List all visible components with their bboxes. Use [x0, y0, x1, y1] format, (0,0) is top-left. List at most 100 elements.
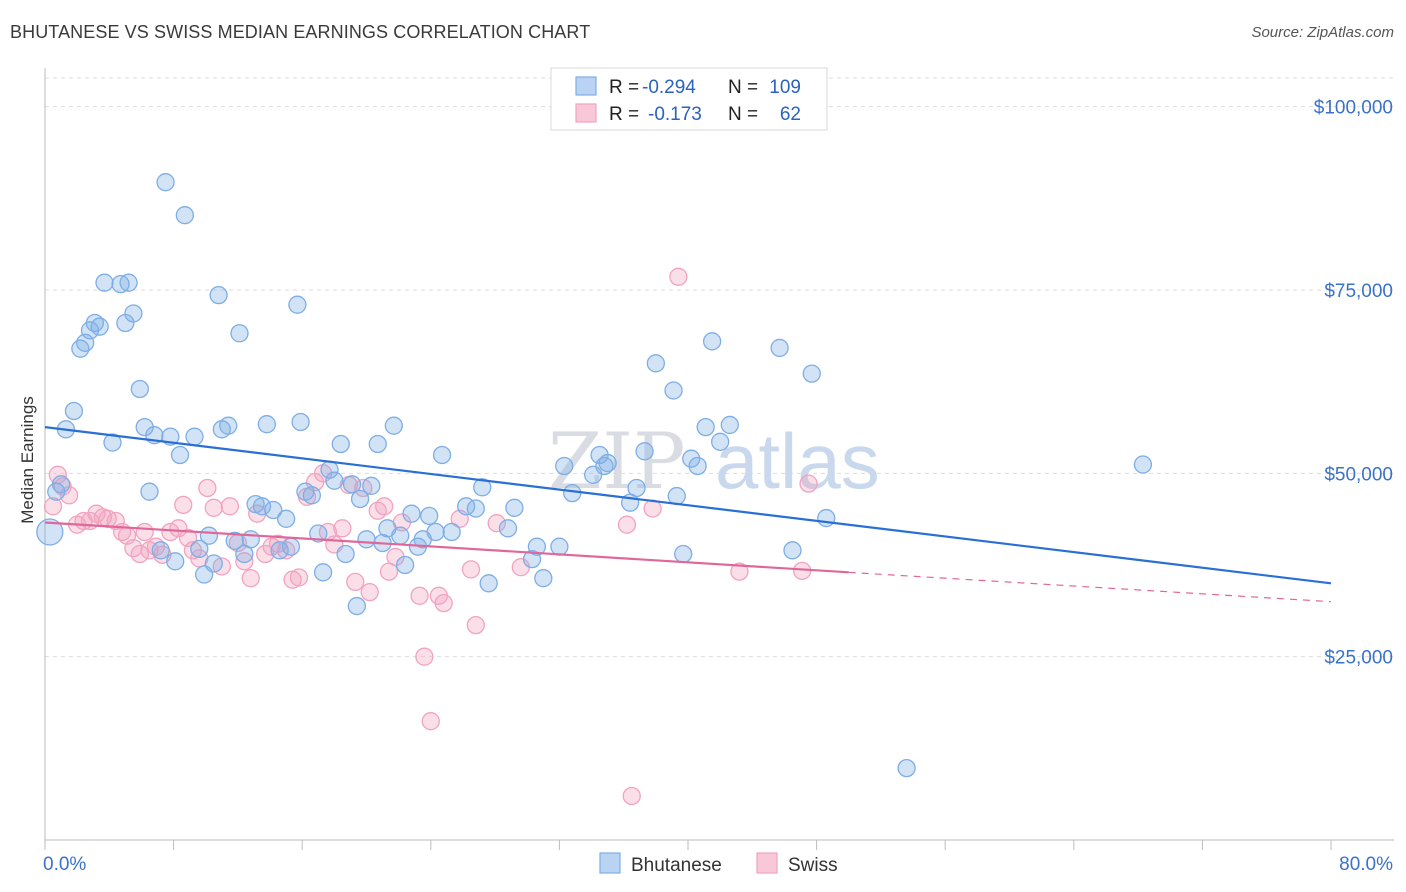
bhutanese-point [302, 486, 321, 505]
bhutanese-point [190, 539, 209, 559]
bhutanese-point [720, 415, 739, 435]
swiss-point [204, 498, 223, 517]
bhutanese-point [219, 416, 238, 435]
swiss-trend-line [44, 521, 849, 574]
swiss-point [130, 544, 149, 564]
swiss-point [799, 474, 818, 493]
stat-r-label-bhutanese: R = [609, 77, 639, 98]
bhutanese-point [185, 427, 204, 446]
bhutanese-point [802, 364, 821, 383]
swiss-point [617, 515, 637, 534]
bhutanese-point [498, 519, 518, 538]
bhutanese-point [140, 482, 159, 501]
legend: Bhutanese Swiss [599, 852, 838, 876]
swiss-point [289, 568, 309, 587]
bhutanese-point [555, 456, 574, 476]
swiss-point [346, 572, 365, 592]
y-tick-label: $25,000 [1324, 648, 1393, 669]
bhutanese-point [635, 442, 654, 461]
bhutanese-point [166, 552, 185, 571]
bhutanese-point [36, 518, 64, 546]
bhutanese-point [595, 456, 614, 476]
swiss-point [106, 511, 125, 531]
bhutanese-point [395, 555, 415, 575]
swiss-point [415, 647, 434, 666]
swiss-point [375, 497, 394, 516]
bhutanese-point [426, 522, 445, 542]
bhutanese-point [331, 434, 350, 454]
swiss-point [256, 544, 275, 564]
bhutanese-point [442, 522, 461, 542]
bhutanese-trend-line [44, 426, 1332, 585]
bhutanese-point [95, 273, 114, 292]
stat-n-label-swiss: N = [728, 104, 758, 125]
bhutanese-point [71, 339, 90, 358]
bhutanese-point [688, 456, 707, 476]
legend-swatch-bhutanese [599, 852, 621, 874]
bhutanese-point [357, 530, 376, 549]
bhutanese-point [90, 317, 109, 336]
bhutanese-point [563, 483, 582, 503]
bhutanese-point [124, 304, 143, 323]
y-tick-label: $50,000 [1324, 464, 1393, 485]
bhutanese-point [505, 498, 524, 517]
swiss-point [43, 497, 63, 516]
stat-r-value-swiss: -0.173 [648, 104, 702, 125]
bhutanese-point [362, 476, 381, 495]
bhutanese-point [682, 449, 701, 468]
y-tick-labels: $25,000 $50,000 $75,000 $100,000 [1314, 98, 1393, 669]
bhutanese-point [473, 478, 492, 497]
bhutanese-point [347, 596, 367, 616]
bhutanese-point [264, 500, 283, 520]
legend-swatch-swiss [756, 852, 778, 874]
bhutanese-point [119, 273, 138, 292]
swiss-point [421, 712, 440, 731]
bhutanese-point [432, 445, 452, 465]
stat-n-value-bhutanese: 109 [769, 77, 801, 98]
x-tick-label: 80.0% [1339, 854, 1393, 875]
bhutanese-point [817, 508, 836, 528]
bhutanese-point [1133, 455, 1153, 474]
stat-r-value-bhutanese: -0.294 [642, 77, 696, 98]
watermark-atlas: atlas [715, 417, 880, 505]
bhutanese-point [897, 758, 916, 778]
y-axis-title: Median Earnings [18, 396, 37, 524]
bhutanese-point [103, 433, 122, 452]
bhutanese-point [257, 415, 276, 434]
bhutanese-point [204, 554, 223, 573]
bhutanese-point [550, 537, 569, 556]
swiss-point [730, 562, 749, 581]
bhutanese-point [291, 412, 310, 432]
axes [44, 68, 1394, 850]
bhutanese-point [64, 401, 84, 421]
bhutanese-point [350, 489, 370, 509]
stats-swatch-bhutanese [575, 76, 597, 96]
source-label: Source: ZipAtlas.com [1251, 24, 1394, 41]
bhutanese-point [241, 530, 260, 549]
stats-swatch-swiss [575, 103, 597, 123]
bhutanese-point [534, 569, 553, 588]
y-tick-label: $100,000 [1314, 98, 1393, 119]
bhutanese-point [391, 526, 410, 545]
swiss-point [241, 569, 260, 588]
stat-n-value-swiss: 62 [780, 104, 801, 125]
legend-label-swiss: Swiss [788, 855, 838, 876]
bhutanese-point [175, 206, 195, 225]
swiss-point [174, 495, 193, 515]
bhutanese-point [270, 541, 289, 560]
bhutanese-point [627, 478, 646, 498]
bhutanese-point [598, 453, 617, 473]
bhutanese-point [402, 504, 421, 523]
chart-title: BHUTANESE VS SWISS MEDIAN EARNINGS CORRE… [10, 22, 591, 42]
bhutanese-point [51, 475, 71, 494]
bhutanese-point [230, 324, 249, 343]
bhutanese-point [281, 537, 301, 556]
bhutanese-point [156, 173, 175, 192]
bhutanese-point [664, 381, 683, 400]
swiss-point [169, 519, 188, 538]
bhutanese-point [711, 432, 730, 451]
swiss-point [135, 522, 154, 542]
bhutanese-point [252, 497, 272, 516]
bhutanese-point [199, 526, 219, 545]
